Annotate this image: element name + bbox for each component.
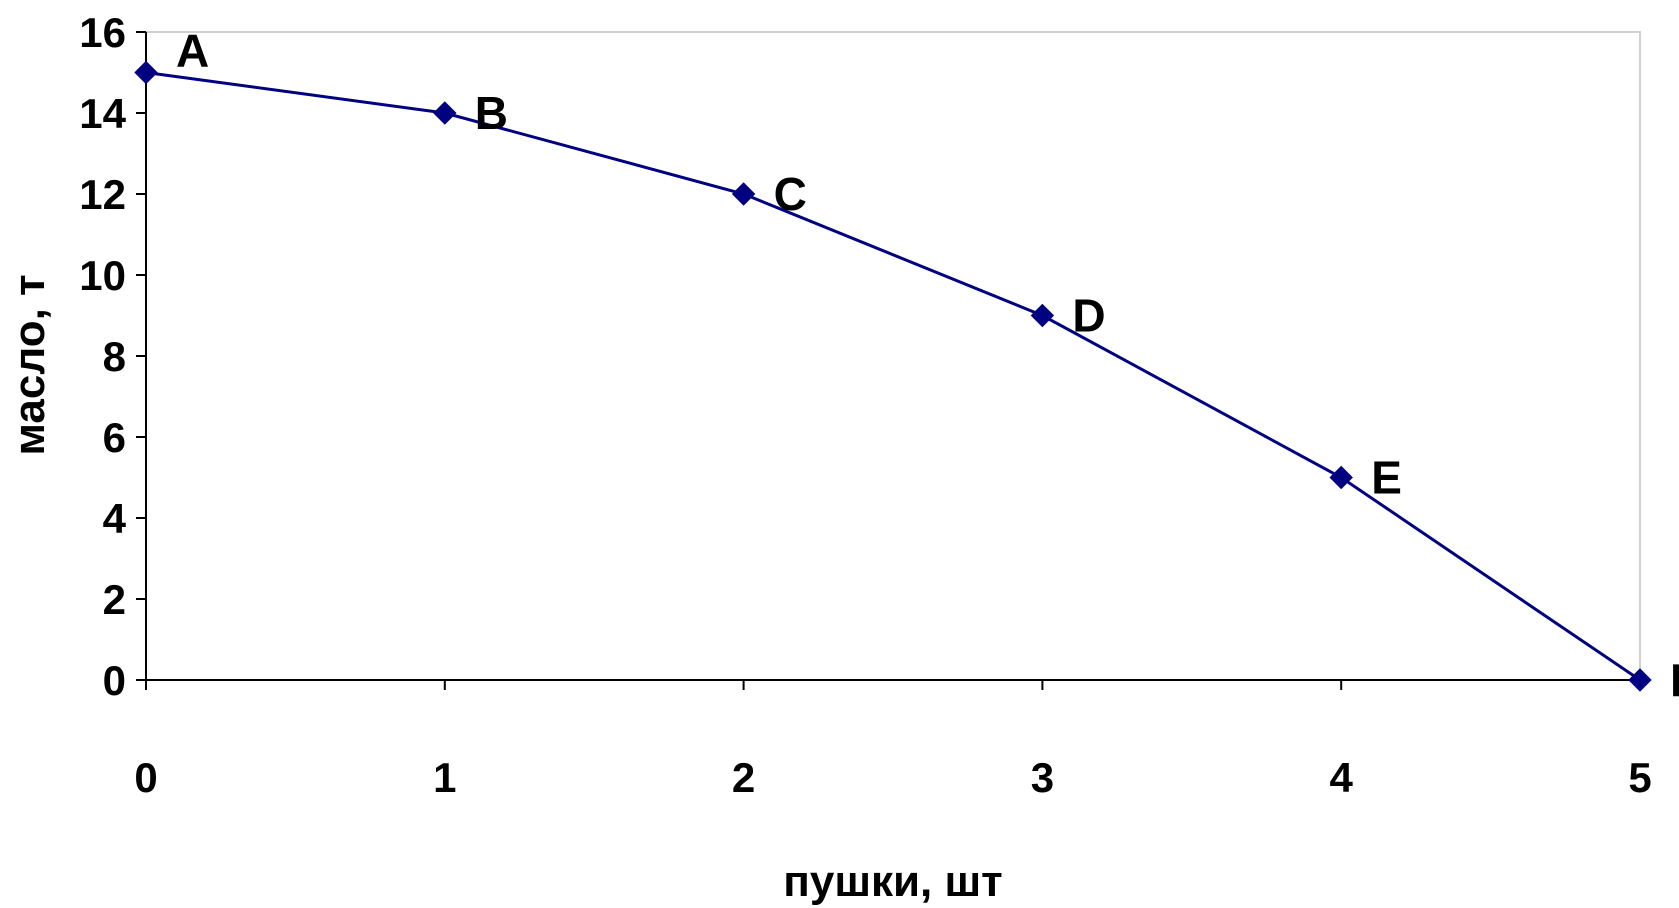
data-point-marker [1030, 303, 1055, 328]
y-tick-label: 16 [79, 9, 126, 56]
y-tick-label: 8 [103, 333, 126, 380]
data-point-label: D [1072, 290, 1105, 342]
y-tick-label: 12 [79, 171, 126, 218]
y-tick-label: 2 [103, 576, 126, 623]
series-line [145, 71, 1641, 682]
y-tick-label: 0 [103, 657, 126, 704]
data-point-label: C [774, 168, 807, 220]
data-point-label: A [176, 25, 209, 77]
data-point-marker [731, 182, 756, 206]
data-point-marker [433, 101, 457, 125]
series-layer: A B C D E F [134, 25, 1679, 706]
x-tick-label: 3 [1031, 754, 1054, 801]
data-point-marker [1329, 465, 1353, 490]
x-tick-label: 2 [732, 754, 755, 801]
plot-area [145, 31, 1641, 681]
y-tick-label: 6 [103, 414, 126, 461]
data-point-marker [1628, 668, 1652, 692]
y-tick-label: 14 [79, 90, 126, 137]
x-tick-label: 0 [134, 754, 157, 801]
data-point-label: B [475, 87, 508, 139]
x-tick-label: 1 [433, 754, 456, 801]
data-point-label: F [1670, 654, 1679, 706]
y-axis-title: масло, т [5, 274, 54, 455]
data-point-marker [134, 60, 158, 85]
x-axis-title: пушки, шт [783, 857, 1002, 906]
x-axis: 0 1 2 3 4 5 [134, 679, 1652, 801]
x-tick-label: 4 [1330, 754, 1354, 801]
y-tick-label: 4 [103, 495, 127, 542]
x-tick-label: 5 [1628, 754, 1651, 801]
y-tick-label: 10 [79, 252, 126, 299]
data-point-label: E [1371, 452, 1402, 504]
y-axis: 0 2 4 6 8 10 12 14 16 [79, 9, 147, 704]
